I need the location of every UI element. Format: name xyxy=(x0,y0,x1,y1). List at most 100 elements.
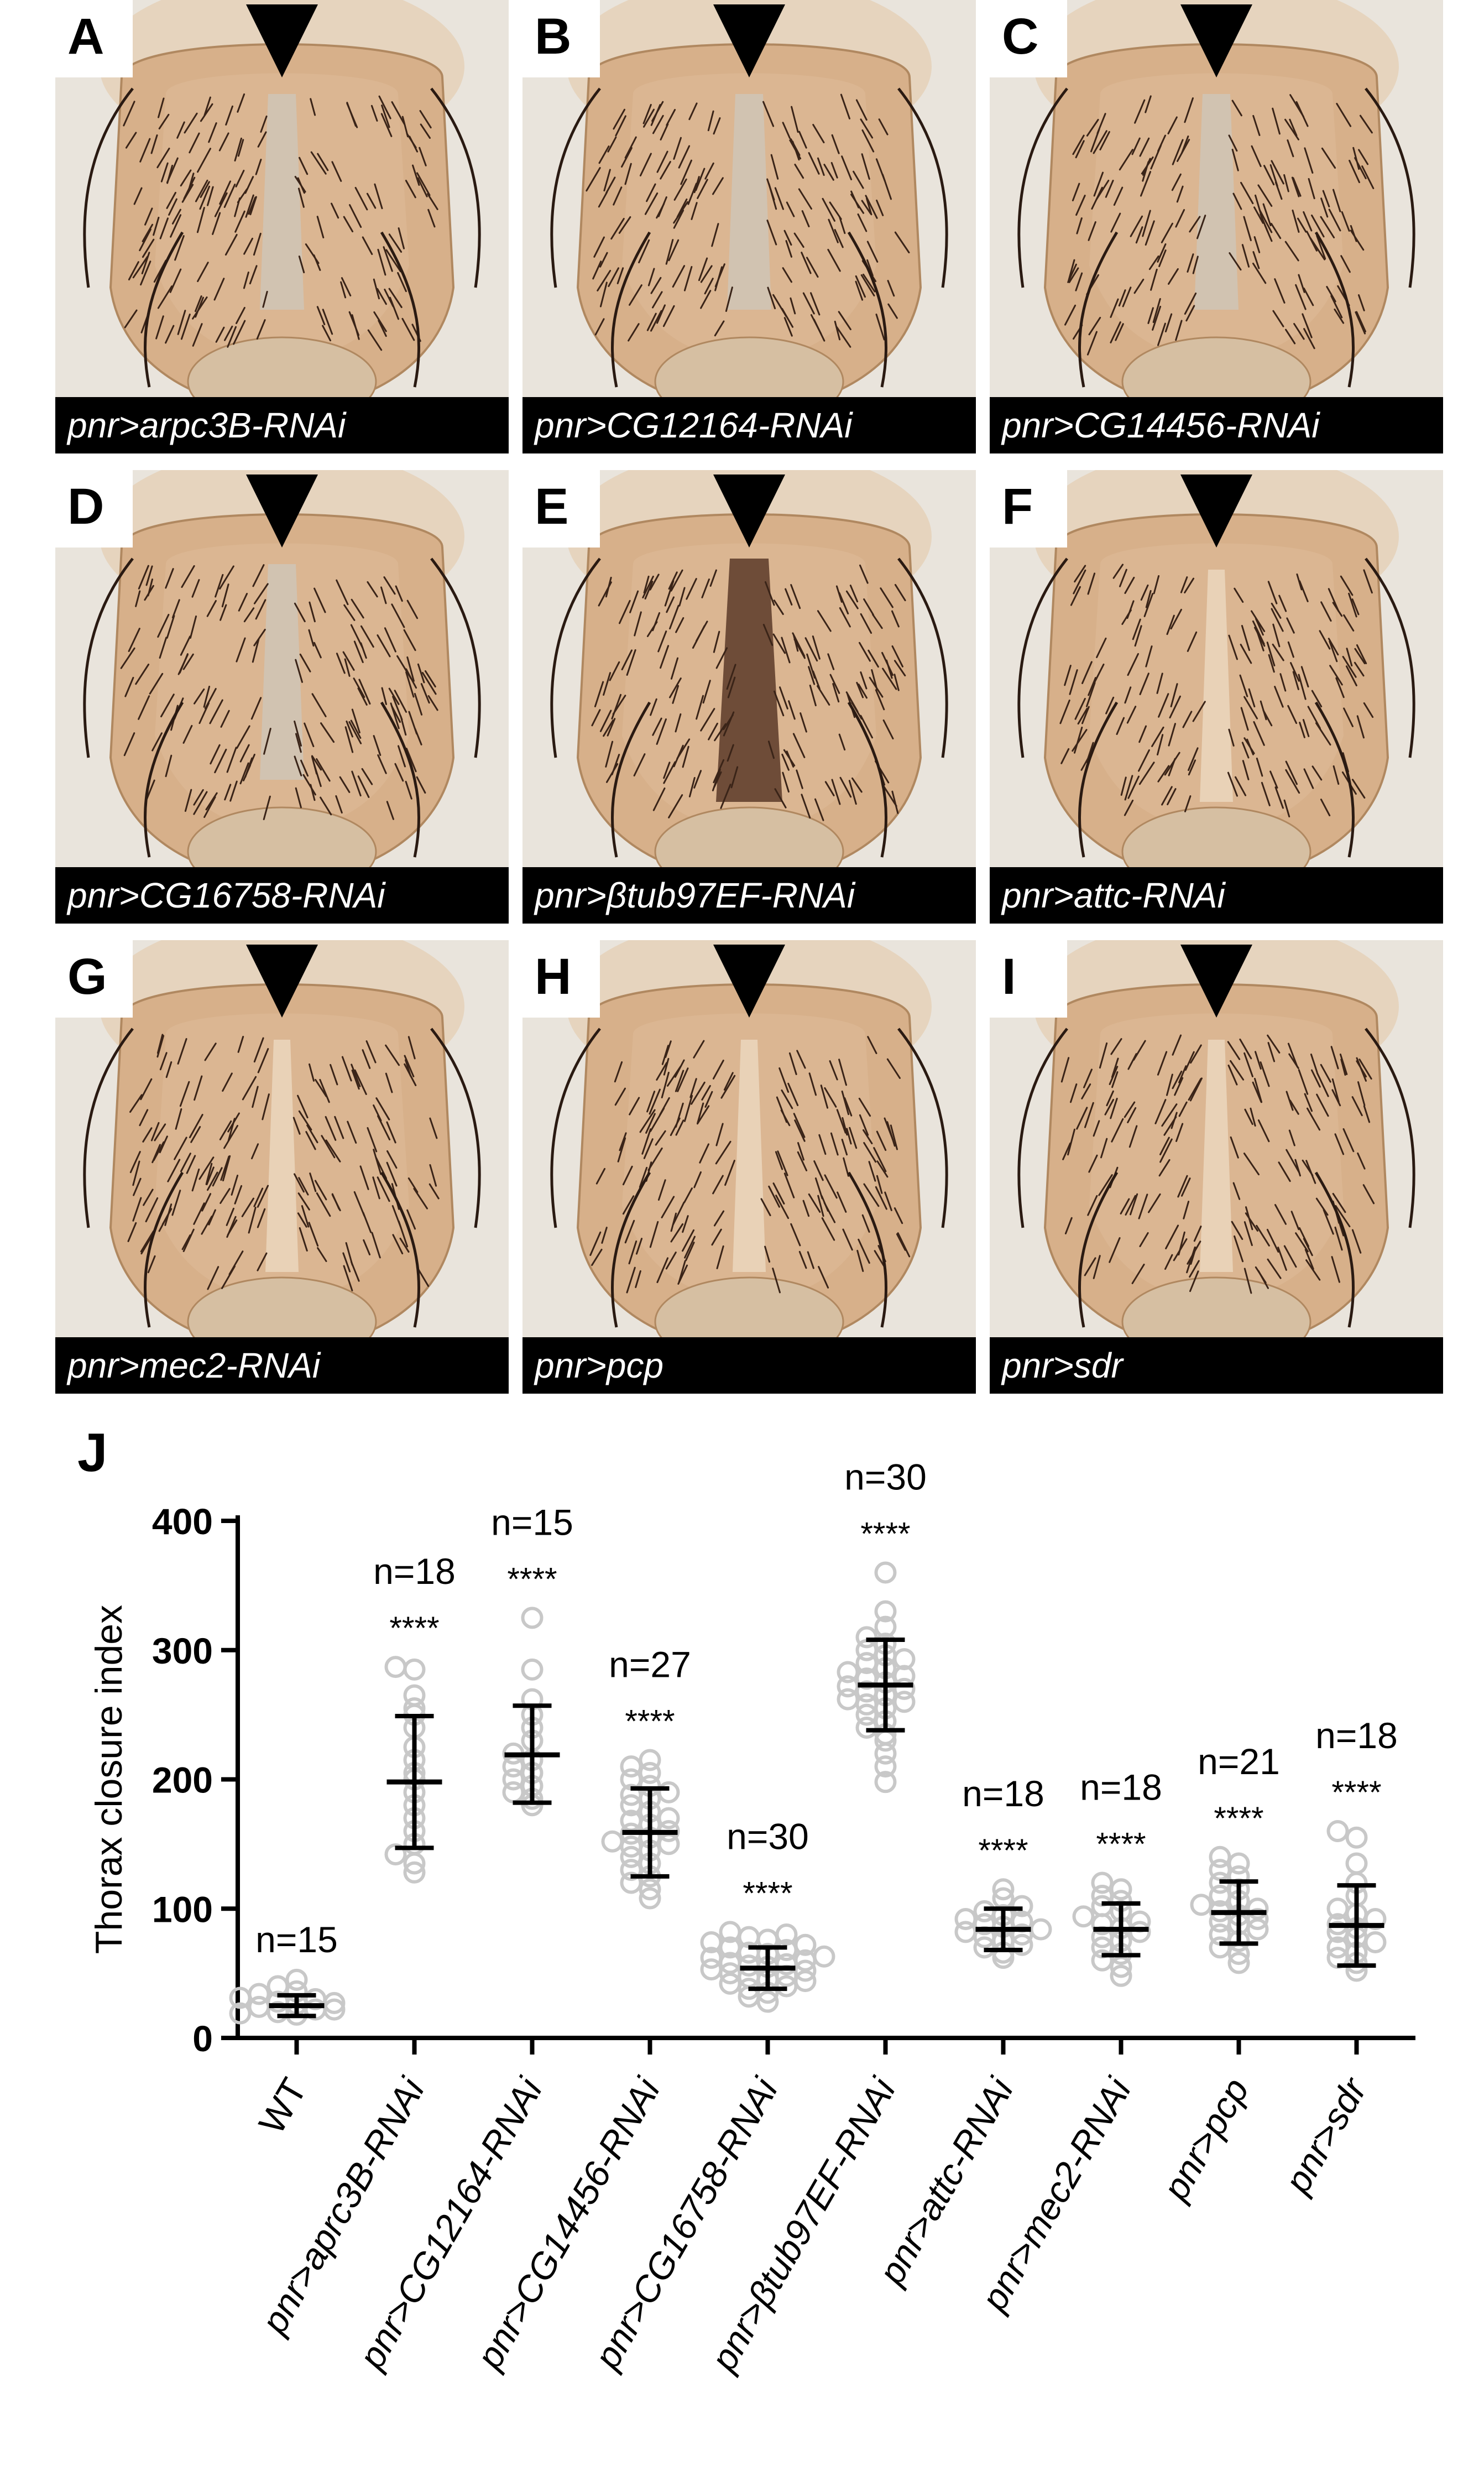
x-tick-label: pnr>pcp xyxy=(1154,2071,1256,2208)
n-label: n=18 xyxy=(1315,1715,1398,1756)
arrowhead-icon xyxy=(713,475,785,548)
data-point xyxy=(1030,1918,1052,1941)
data-point xyxy=(1364,1931,1387,1954)
thorax-photo xyxy=(522,940,976,1394)
data-point xyxy=(403,1658,426,1681)
significance-stars: **** xyxy=(978,1833,1028,1869)
data-point xyxy=(1227,1852,1250,1875)
data-point xyxy=(657,1781,680,1803)
data-point xyxy=(1072,1905,1095,1928)
data-point xyxy=(384,1843,407,1866)
data-point xyxy=(620,1794,642,1817)
data-point xyxy=(775,1923,798,1946)
data-point xyxy=(837,1661,859,1683)
data-point xyxy=(403,1861,426,1884)
data-point xyxy=(639,1761,661,1784)
data-point xyxy=(229,2002,252,2025)
genotype-bar: pnr>pcp xyxy=(522,1337,976,1394)
genotype-bar: pnr>mec2-RNAi xyxy=(55,1337,509,1394)
panel-letter-box: D xyxy=(55,470,133,548)
data-point xyxy=(1326,1897,1349,1920)
data-point xyxy=(521,1658,544,1681)
panel-letter-box: G xyxy=(55,940,133,1018)
genotype-bar: pnr>sdr xyxy=(990,1337,1443,1394)
data-point xyxy=(855,1667,878,1690)
data-point xyxy=(285,1968,308,1991)
data-point xyxy=(1110,1878,1132,1901)
data-point xyxy=(893,1691,916,1713)
arrowhead-icon xyxy=(246,945,318,1018)
thorax-photo xyxy=(522,470,976,924)
data-point xyxy=(620,1755,642,1778)
data-point xyxy=(1091,1871,1114,1894)
x-tick-label: pnr>sdr xyxy=(1276,2069,1375,2201)
data-point xyxy=(620,1871,642,1894)
data-point xyxy=(1209,1884,1231,1907)
arrowhead-icon xyxy=(246,4,318,77)
panel-letter: D xyxy=(67,478,104,535)
n-label: n=18 xyxy=(373,1551,456,1592)
panel-letter-box: E xyxy=(522,470,600,548)
genotype-bar: pnr>βtub97EF-RNAi xyxy=(522,867,976,924)
data-point xyxy=(1209,1845,1231,1868)
data-point xyxy=(639,1887,661,1910)
y-axis-label: Thorax closure index xyxy=(88,1605,130,1954)
genotype-label: pnr>CG14456-RNAi xyxy=(1002,405,1320,445)
genotype-bar: pnr>attc-RNAi xyxy=(990,867,1443,924)
genotype-label: pnr>sdr xyxy=(1002,1346,1123,1385)
significance-stars: **** xyxy=(743,1875,792,1911)
thorax-photo xyxy=(990,940,1443,1394)
data-point xyxy=(700,1947,723,1969)
data-point xyxy=(794,1959,817,1982)
panel-letter: E xyxy=(535,478,569,535)
n-label: n=27 xyxy=(609,1644,691,1685)
data-point xyxy=(837,1688,859,1711)
y-tick-label: 400 xyxy=(152,1501,213,1542)
panel-letter: B xyxy=(535,8,572,65)
y-tick-label: 100 xyxy=(152,1889,213,1930)
data-point xyxy=(855,1652,878,1675)
data-point xyxy=(267,1990,289,2013)
data-point xyxy=(954,1921,977,1943)
data-point xyxy=(323,1991,346,2014)
data-point xyxy=(620,1859,642,1881)
data-point xyxy=(384,1656,407,1678)
data-point xyxy=(893,1677,916,1700)
data-point xyxy=(700,1931,723,1954)
panel-letter-box: F xyxy=(990,470,1067,548)
data-point xyxy=(1091,1949,1114,1972)
data-point xyxy=(1190,1894,1213,1916)
data-point xyxy=(1246,1897,1269,1920)
arrowhead-icon xyxy=(713,945,785,1018)
genotype-bar: pnr>CG12164-RNAi xyxy=(522,397,976,453)
data-point xyxy=(874,1615,897,1638)
n-label: n=21 xyxy=(1198,1741,1280,1782)
genotype-label: pnr>arpc3B-RNAi xyxy=(67,405,346,445)
y-tick-label: 0 xyxy=(192,2018,213,2059)
data-point xyxy=(874,1600,897,1623)
data-point xyxy=(874,1561,897,1584)
genotype-bar: pnr>CG16758-RNAi xyxy=(55,867,509,924)
data-point xyxy=(1110,1956,1132,1978)
panel-letter-box: H xyxy=(522,940,600,1018)
genotype-label: pnr>mec2-RNAi xyxy=(67,1346,321,1385)
data-point xyxy=(639,1749,661,1771)
genotype-label: pnr>βtub97EF-RNAi xyxy=(535,875,855,915)
data-point xyxy=(874,1755,897,1778)
data-point xyxy=(973,1900,996,1922)
panel-label-j: J xyxy=(77,1422,108,1483)
n-label: n=30 xyxy=(727,1816,809,1857)
data-point xyxy=(1209,1859,1231,1881)
n-label: n=18 xyxy=(1080,1767,1162,1808)
data-point xyxy=(323,1998,346,2021)
data-point xyxy=(1011,1895,1033,1917)
data-point xyxy=(620,1784,642,1806)
data-point xyxy=(837,1675,859,1698)
genotype-bar: pnr>arpc3B-RNAi xyxy=(55,397,509,453)
